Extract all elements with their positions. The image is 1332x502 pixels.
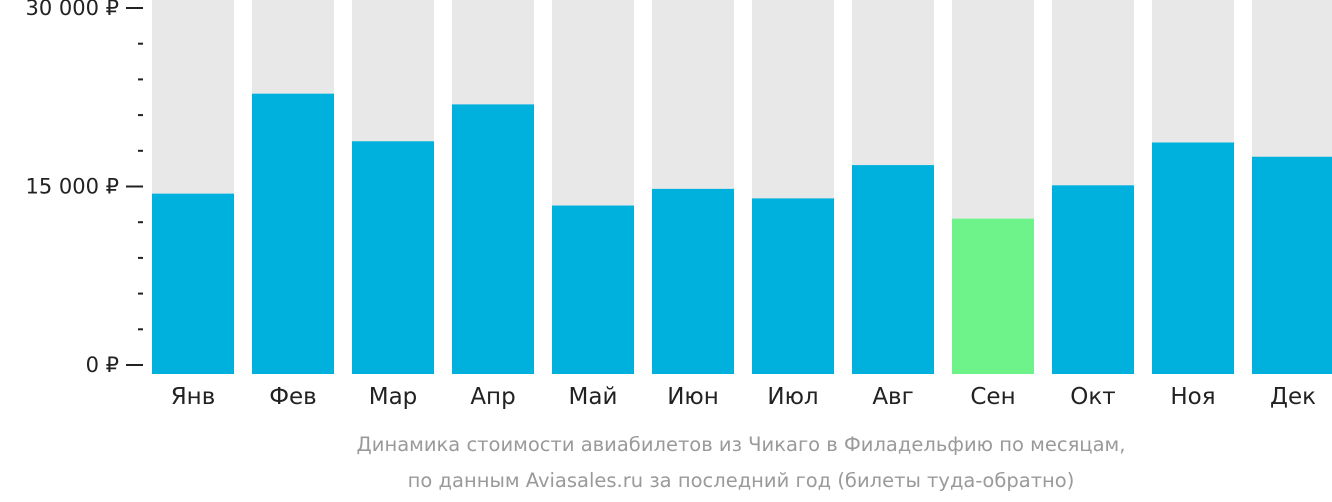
- y-axis: 0 ₽ 15 000 ₽ 30 000 ₽: [25, 0, 143, 377]
- x-tick-label: Июл: [767, 384, 818, 410]
- y-tick-label: 30 000 ₽: [25, 0, 119, 20]
- bar-4: [552, 205, 634, 374]
- caption-line-1: Динамика стоимости авиабилетов из Чикаго…: [357, 433, 1126, 456]
- bar-1: [252, 93, 334, 375]
- x-tick-label: Авг: [872, 384, 913, 410]
- bar-7: [852, 165, 934, 374]
- bar-2: [352, 141, 434, 374]
- x-axis: Янв Фев Мар Апр Май Июн Июл Авг Сен Окт Ноя Дек: [171, 384, 1316, 410]
- bar-3: [452, 104, 534, 374]
- x-tick-label: Мар: [369, 384, 418, 410]
- x-tick-label: Фев: [269, 384, 317, 410]
- x-tick-label: Июн: [667, 384, 719, 410]
- x-tick-label: Май: [569, 384, 618, 410]
- x-tick-label: Дек: [1270, 384, 1316, 410]
- bar-5: [652, 188, 734, 374]
- x-tick-label: Сен: [970, 384, 1015, 410]
- chart-caption: Динамика стоимости авиабилетов из Чикаго…: [357, 433, 1126, 492]
- y-tick-label: 15 000 ₽: [25, 175, 119, 199]
- bar-6: [752, 198, 834, 374]
- x-tick-label: Апр: [470, 384, 515, 410]
- bar-9: [1052, 185, 1134, 374]
- bar-0: [152, 193, 234, 374]
- x-tick-label: Окт: [1070, 384, 1115, 410]
- caption-line-2: по данным Aviasales.ru за последний год …: [408, 469, 1075, 492]
- bars: [152, 93, 1332, 375]
- y-tick-label: 0 ₽: [86, 353, 119, 377]
- bar-10: [1152, 142, 1234, 374]
- x-tick-label: Ноя: [1170, 384, 1215, 410]
- bar-8: [952, 218, 1034, 374]
- x-tick-label: Янв: [171, 384, 216, 410]
- bar-11: [1252, 156, 1332, 374]
